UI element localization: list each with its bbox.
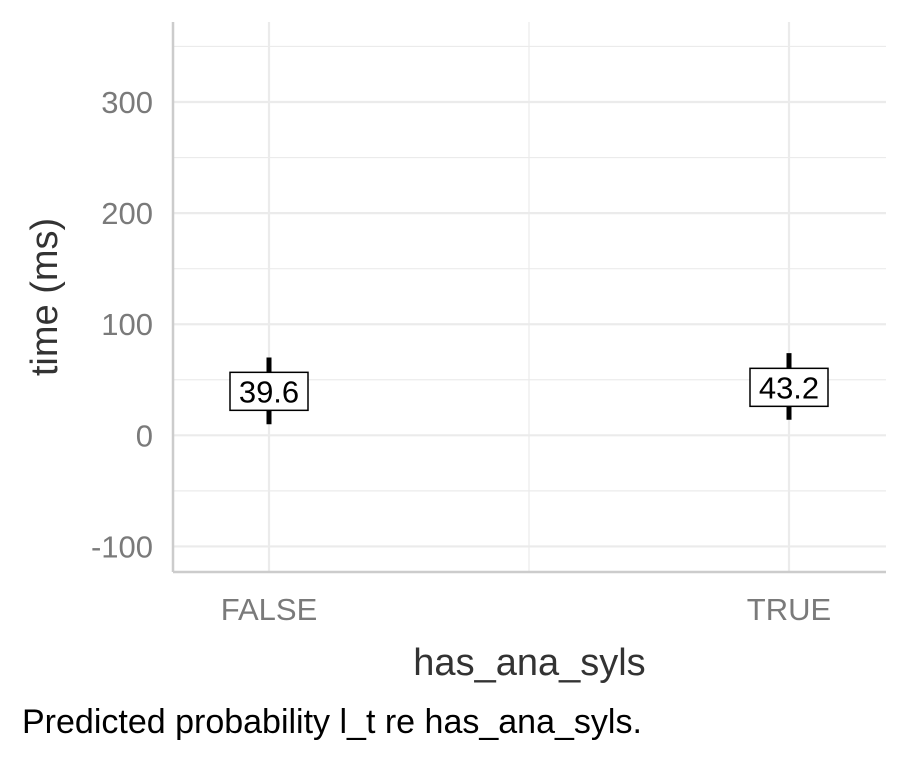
x-tick-labels: FALSE TRUE [221,592,831,627]
y-tick-labels: -100 0 100 200 300 [91,85,153,564]
data-label-box [229,371,309,412]
figure-caption: Predicted probability l_t re has_ana_syl… [22,703,642,741]
y-tick-label: -100 [91,529,153,564]
grid [173,22,886,572]
x-tick-label: FALSE [221,592,318,627]
data-label: 43.2 [759,370,819,405]
y-tick-label: 300 [101,85,153,120]
data-label: 39.6 [239,374,299,409]
x-tick-label: TRUE [747,592,831,627]
y-tick-label: 0 [136,418,153,453]
y-axis-title: time (ms) [24,218,66,376]
y-tick-label: 200 [101,196,153,231]
data-label-box [749,367,829,408]
y-tick-label: 100 [101,307,153,342]
data-marks: 39.6 43.2 [229,353,829,425]
axes [171,22,886,574]
x-axis-title: has_ana_syls [413,642,645,684]
